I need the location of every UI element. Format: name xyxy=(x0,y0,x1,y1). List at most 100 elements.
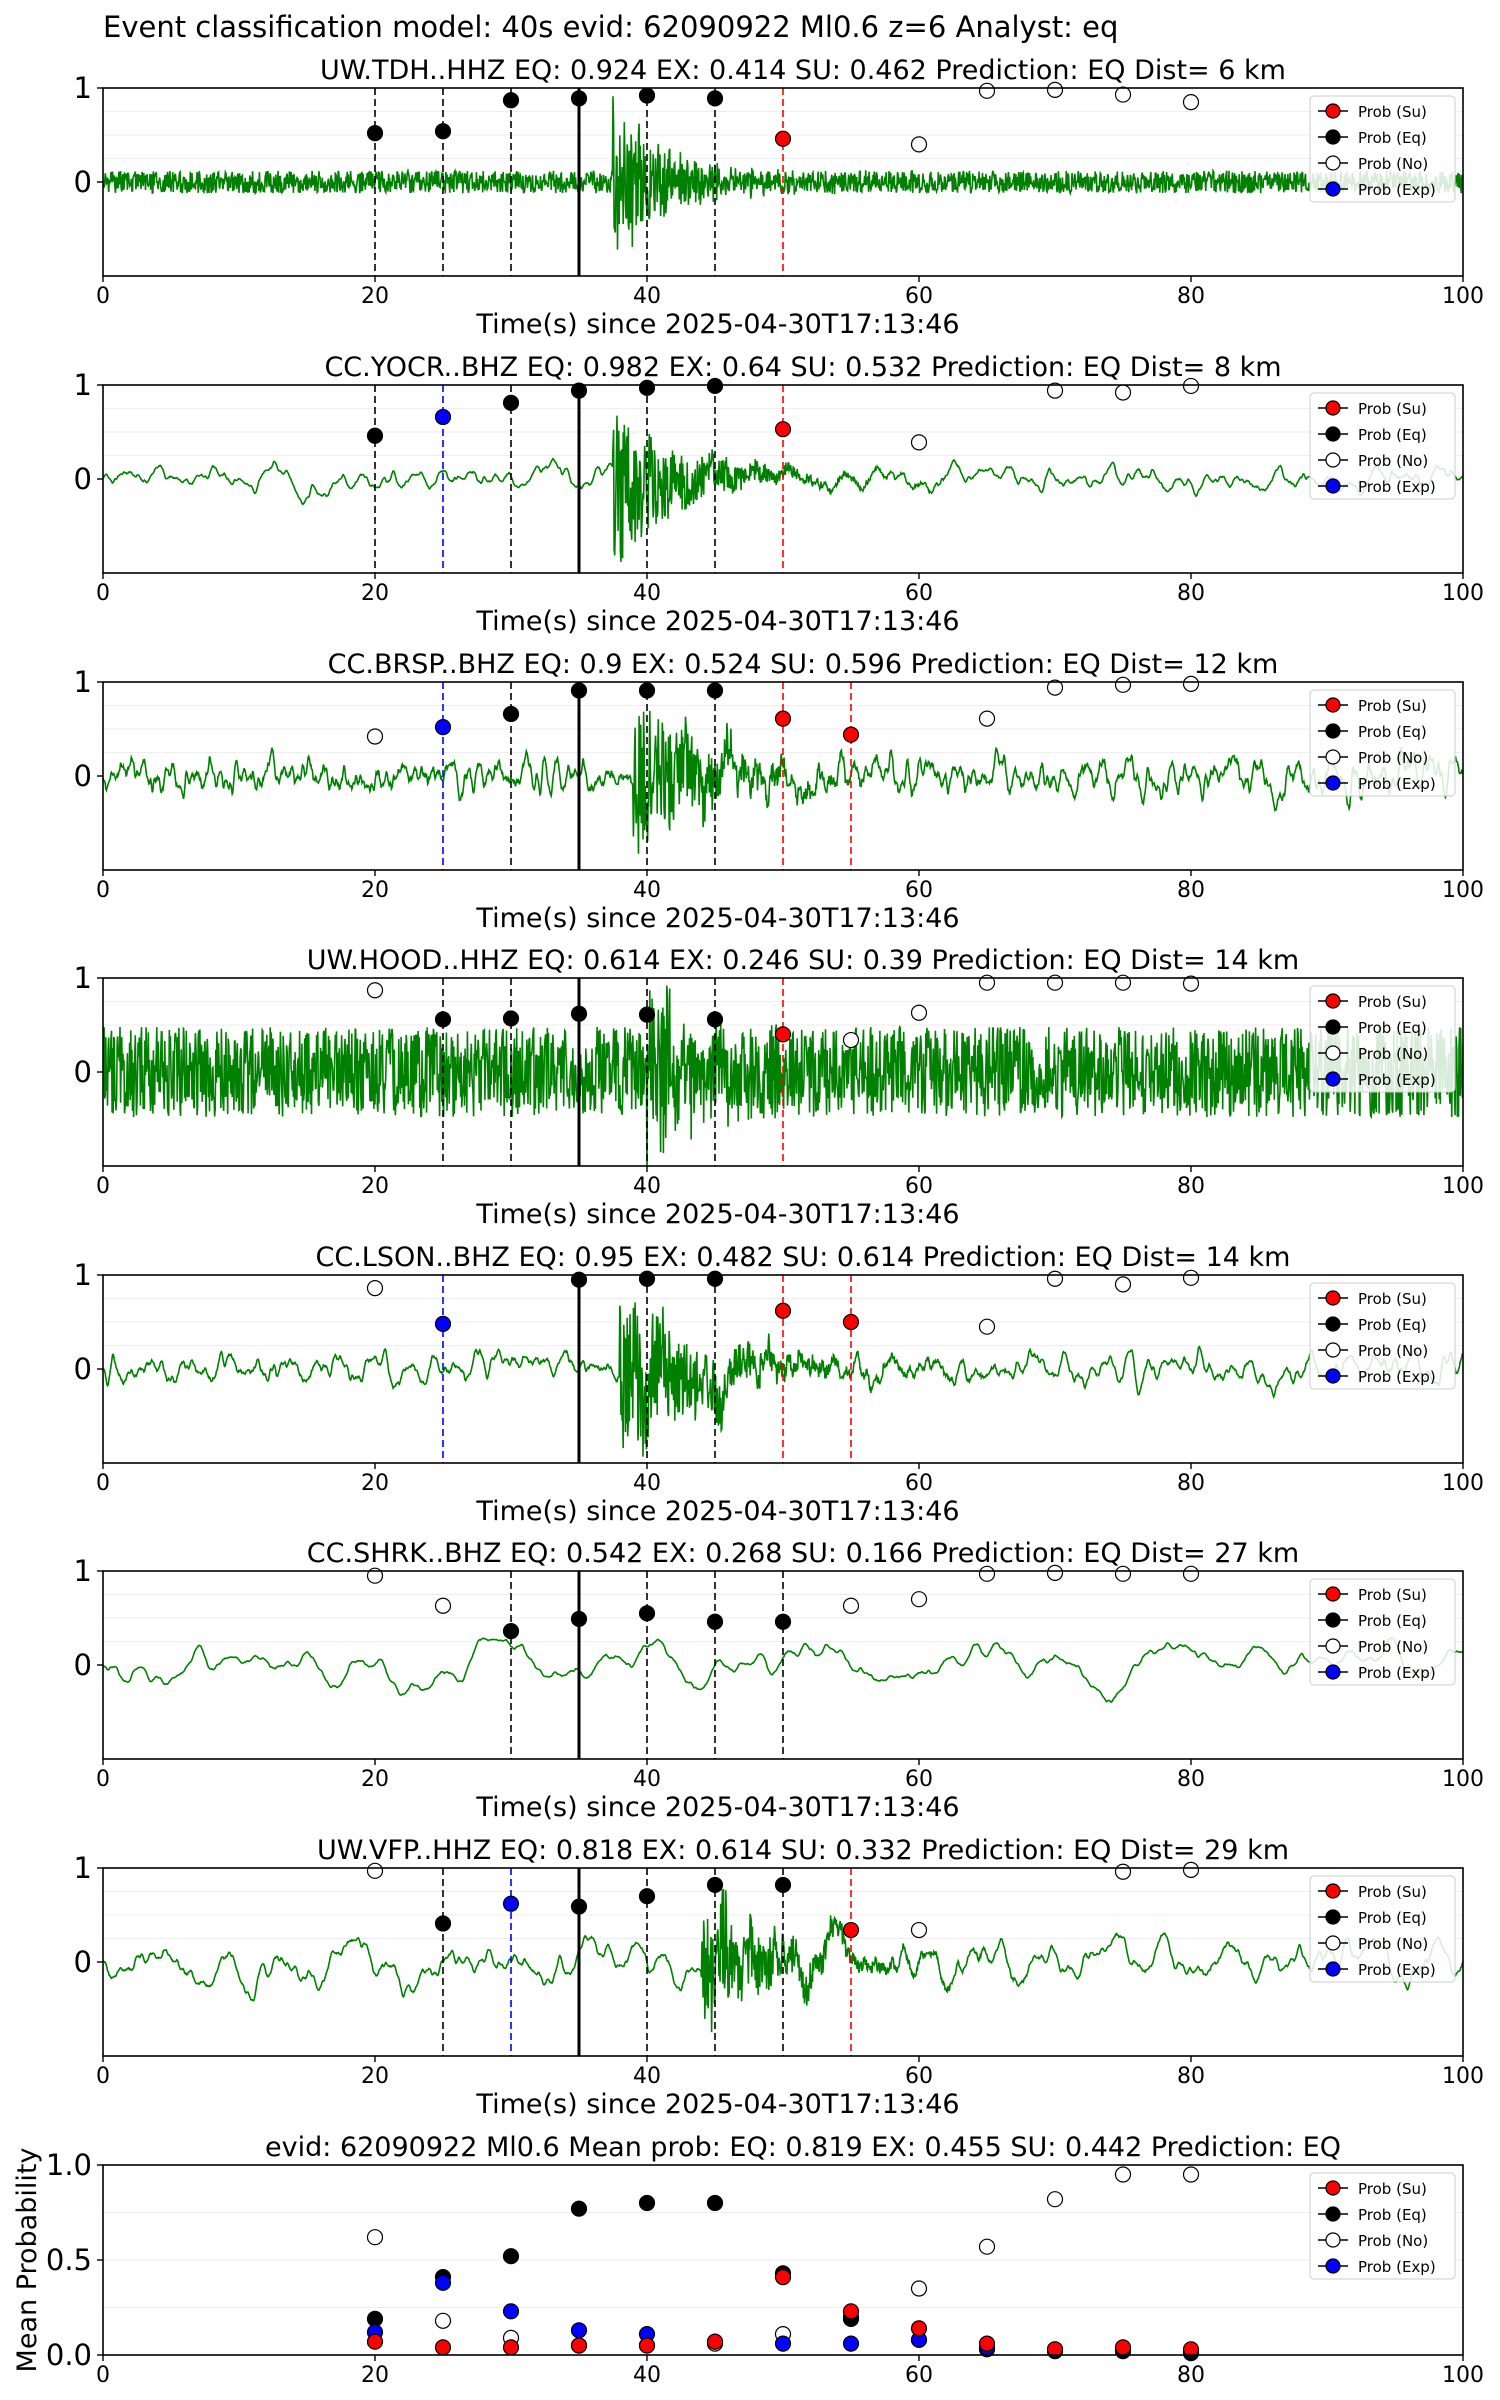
legend-label: Prob (No) xyxy=(1358,1045,1428,1063)
panel-title: UW.HOOD..HHZ EQ: 0.614 EX: 0.246 SU: 0.3… xyxy=(307,945,1299,976)
x-axis-label: Time(s) since 2025-04-30T17:13:46 xyxy=(475,1496,959,1527)
legend-label: Prob (No) xyxy=(1358,1342,1428,1360)
data-point xyxy=(842,1921,860,1939)
data-point xyxy=(842,1597,860,1614)
y-tick-label: 1 xyxy=(74,1554,92,1588)
panel-title: evid: 62090922 Ml0.6 Mean prob: EQ: 0.81… xyxy=(265,2132,1341,2163)
legend-label: Prob (Eq) xyxy=(1358,1316,1427,1334)
data-point xyxy=(910,1591,928,1608)
data-point xyxy=(570,682,588,699)
legend-marker xyxy=(1325,2232,1341,2248)
data-point xyxy=(774,1876,792,1894)
data-point xyxy=(502,1010,520,1027)
x-axis-label: Time(s) since 2025-04-30T17:13:46 xyxy=(475,2089,959,2120)
legend-marker xyxy=(1325,775,1341,791)
legend-label: Prob (Su) xyxy=(1358,1586,1427,1604)
x-tick-label: 60 xyxy=(905,1471,933,1496)
x-tick-label: 40 xyxy=(633,878,661,903)
legend-marker xyxy=(1325,723,1341,739)
data-point xyxy=(1046,382,1064,399)
x-tick-label: 60 xyxy=(905,2363,933,2388)
panel-title: CC.LSON..BHZ EQ: 0.95 EX: 0.482 SU: 0.61… xyxy=(316,1242,1291,1273)
legend: Prob (Su) Prob (Eq) Prob (No) Prob (Exp) xyxy=(1309,2172,1456,2280)
legend-marker xyxy=(1325,1290,1341,1306)
legend: Prob (Su) Prob (Eq) Prob (No) Prob (Exp) xyxy=(1309,1578,1456,1686)
legend-label: Prob (No) xyxy=(1358,1638,1428,1656)
legend-marker xyxy=(1325,1368,1341,1384)
x-tick-label: 100 xyxy=(1442,284,1484,309)
data-point xyxy=(1046,1564,1064,1581)
data-point xyxy=(570,90,588,107)
data-point xyxy=(366,2333,384,2350)
data-point xyxy=(774,710,792,727)
legend: Prob (Su) Prob (Eq) Prob (No) Prob (Exp) xyxy=(1309,392,1456,500)
x-tick-label: 40 xyxy=(633,1174,661,1199)
data-point xyxy=(1182,1269,1200,1286)
x-tick-label: 100 xyxy=(1442,1767,1484,1792)
data-point xyxy=(570,2322,588,2339)
data-point xyxy=(434,719,452,736)
data-point xyxy=(1182,675,1200,692)
y-tick-label: 1 xyxy=(74,1851,92,1885)
legend-marker xyxy=(1325,1883,1341,1899)
data-point xyxy=(842,2335,860,2352)
legend-box xyxy=(1309,1875,1456,1983)
legend-label: Prob (No) xyxy=(1358,749,1428,767)
y-tick-label: 0.5 xyxy=(46,2243,92,2277)
x-tick-label: 60 xyxy=(905,878,933,903)
legend-marker xyxy=(1325,1638,1341,1654)
legend-label: Prob (Su) xyxy=(1358,400,1427,418)
legend-label: Prob (No) xyxy=(1358,452,1428,470)
legend-label: Prob (Eq) xyxy=(1358,1019,1427,1037)
legend-marker xyxy=(1325,1342,1341,1358)
data-point xyxy=(638,87,656,104)
data-point xyxy=(502,92,520,109)
x-tick-label: 0 xyxy=(96,284,110,309)
legend-marker xyxy=(1325,1909,1341,1925)
plot-area xyxy=(103,978,1463,1166)
data-point xyxy=(366,982,384,999)
data-point xyxy=(638,1006,656,1023)
legend-label: Prob (Su) xyxy=(1358,993,1427,1011)
x-tick-label: 80 xyxy=(1177,1471,1205,1496)
panel-6: CC.SHRK..BHZ EQ: 0.542 EX: 0.268 SU: 0.1… xyxy=(74,1538,1484,1823)
panel-8: evid: 62090922 Ml0.6 Mean prob: EQ: 0.81… xyxy=(12,2132,1484,2388)
x-tick-label: 80 xyxy=(1177,1174,1205,1199)
data-point xyxy=(570,2200,588,2217)
data-point xyxy=(978,82,996,99)
legend-marker xyxy=(1325,2180,1341,2196)
data-point xyxy=(434,1597,452,1614)
legend-box xyxy=(1309,392,1456,500)
data-point xyxy=(434,2274,452,2291)
data-point xyxy=(1182,377,1200,395)
data-point xyxy=(638,1270,656,1287)
data-point xyxy=(570,1610,588,1628)
data-point xyxy=(366,125,384,142)
data-point xyxy=(502,705,520,723)
data-point xyxy=(842,2303,860,2320)
data-point xyxy=(434,2312,452,2329)
data-point xyxy=(638,1888,656,1905)
data-point xyxy=(1046,679,1064,696)
x-tick-label: 0 xyxy=(96,1767,110,1792)
legend-marker xyxy=(1325,1664,1341,1680)
legend-label: Prob (Eq) xyxy=(1358,2206,1427,2224)
data-point xyxy=(638,1605,656,1622)
x-tick-label: 80 xyxy=(1177,2064,1205,2089)
data-point xyxy=(1114,1863,1132,1880)
legend-label: Prob (Su) xyxy=(1358,1883,1427,1901)
data-point xyxy=(502,2339,520,2356)
plot-area xyxy=(103,88,1463,276)
x-axis-label: Time(s) since 2025-04-30T17:13:46 xyxy=(475,903,959,934)
panel-title: CC.YOCR..BHZ EQ: 0.982 EX: 0.64 SU: 0.53… xyxy=(324,352,1281,383)
x-tick-label: 80 xyxy=(1177,878,1205,903)
data-point xyxy=(1114,676,1132,693)
data-point xyxy=(978,710,996,727)
y-tick-label: 1 xyxy=(74,665,92,699)
data-point xyxy=(706,90,724,107)
legend-label: Prob (Eq) xyxy=(1358,426,1427,444)
x-tick-label: 0 xyxy=(96,878,110,903)
data-point xyxy=(774,2335,792,2352)
data-point xyxy=(1046,2341,1064,2358)
